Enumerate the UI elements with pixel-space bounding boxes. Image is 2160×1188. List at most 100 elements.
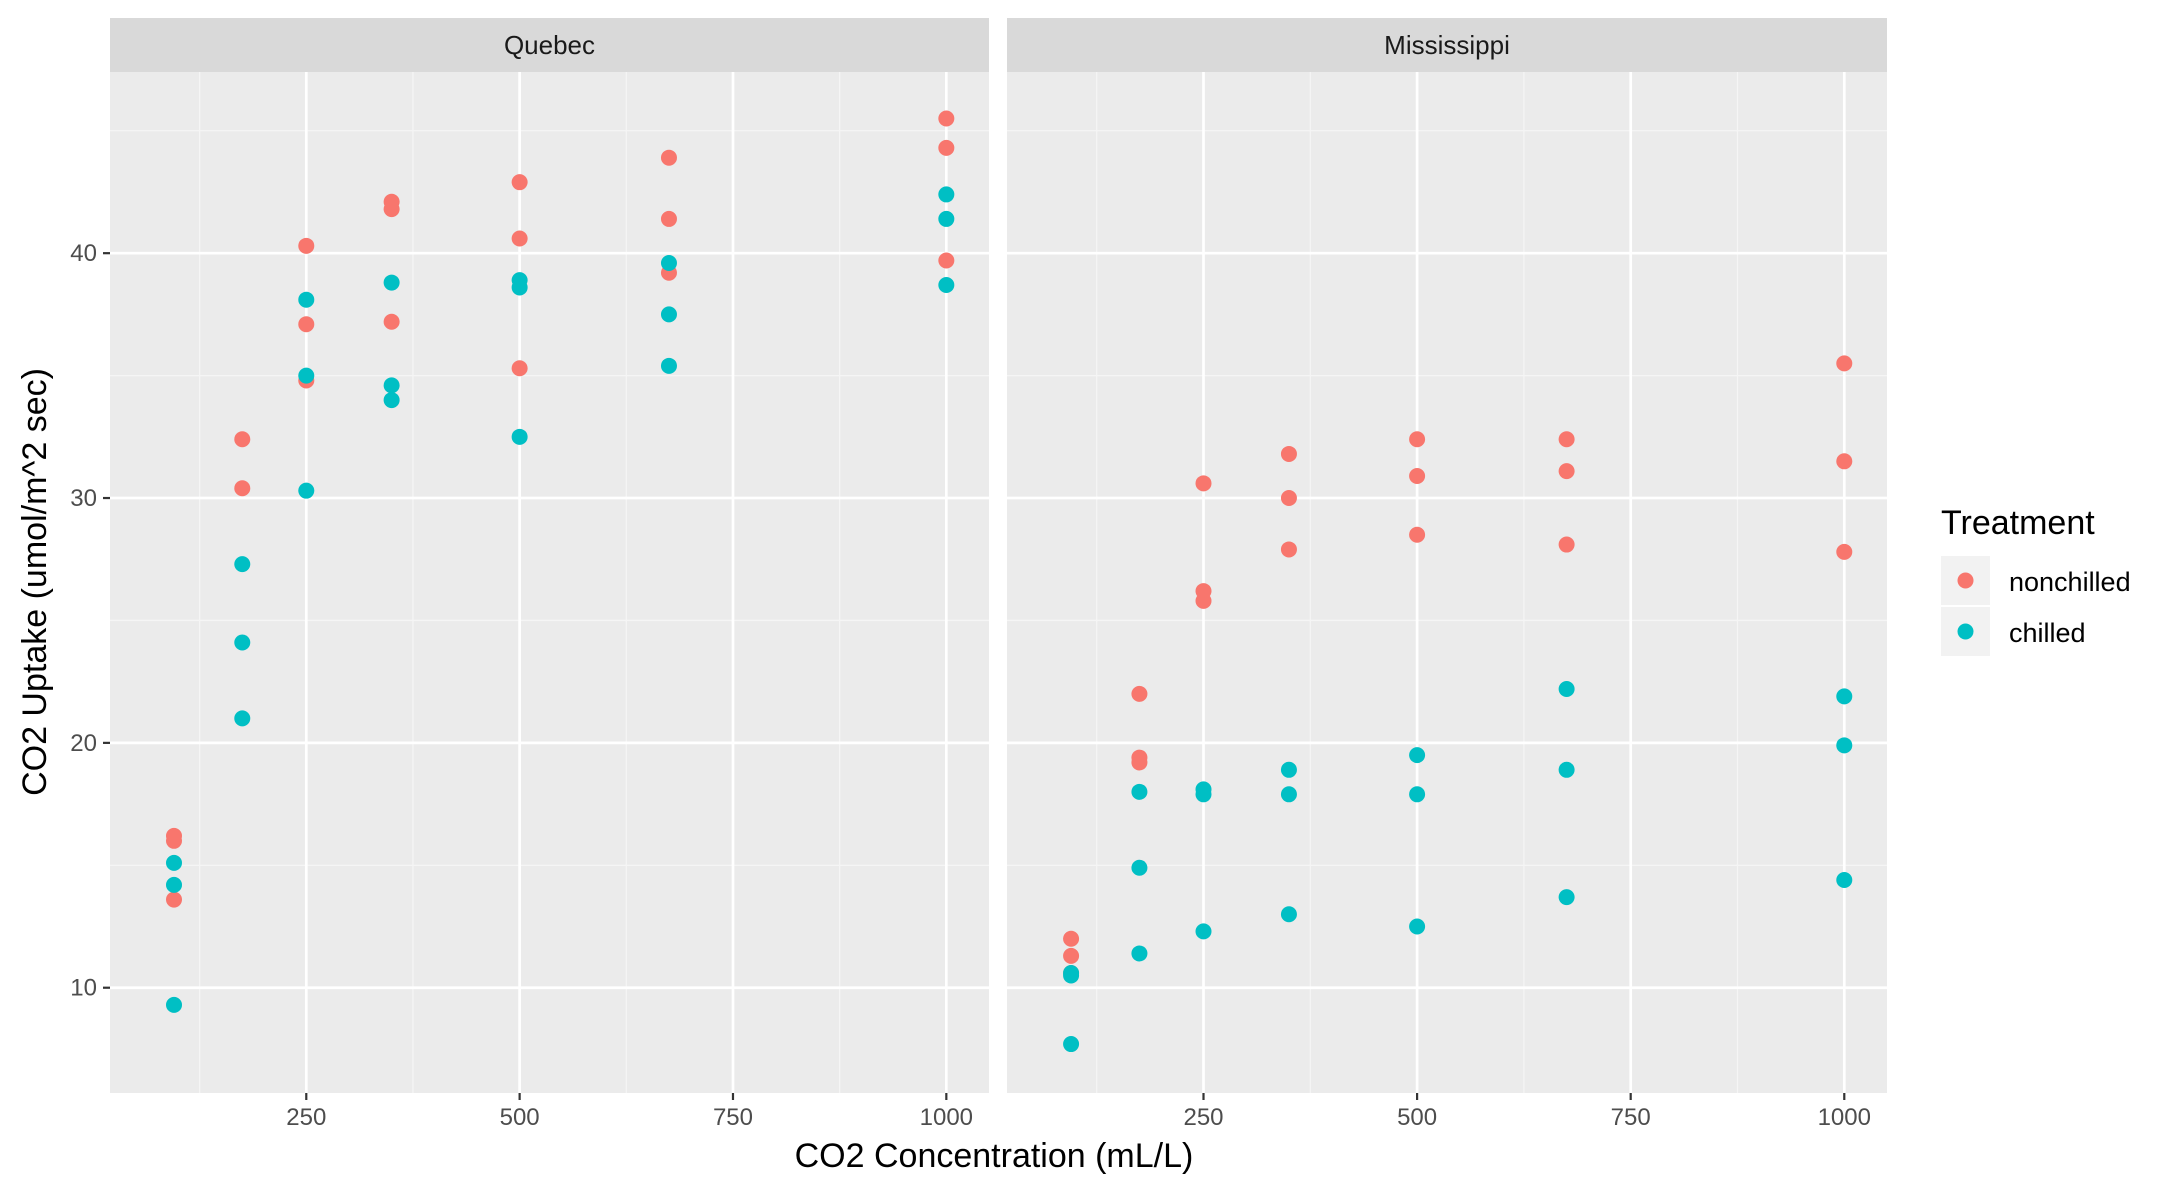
y-tick-label: 40: [70, 240, 97, 267]
facet-strip: [1007, 18, 1887, 72]
data-point-nonchilled: [660, 210, 677, 227]
data-point-chilled: [383, 274, 400, 291]
facet-panels: Quebec 250 500 750 1000 10 20 30 40 Mississippi 25…: [70, 18, 1887, 1131]
data-point-nonchilled: [1280, 490, 1297, 507]
data-point-chilled: [938, 186, 955, 203]
data-point-chilled: [511, 428, 528, 445]
data-point-nonchilled: [234, 431, 251, 448]
data-point-chilled: [1558, 681, 1575, 698]
data-point-chilled: [1558, 889, 1575, 906]
data-point-nonchilled: [1131, 685, 1148, 702]
facet-strip: [110, 18, 989, 72]
y-tick-label: 10: [70, 975, 97, 1002]
data-point-chilled: [660, 254, 677, 271]
data-point-nonchilled: [1195, 475, 1212, 492]
data-point-nonchilled: [938, 139, 955, 156]
data-point-chilled: [166, 876, 183, 893]
data-point-chilled: [234, 710, 251, 727]
x-tick-label: 250: [1183, 1104, 1223, 1131]
data-point-nonchilled: [1836, 453, 1853, 470]
data-point-chilled: [1409, 786, 1426, 803]
data-point-chilled: [938, 277, 955, 294]
data-point-nonchilled: [1558, 536, 1575, 553]
data-point-chilled: [938, 210, 955, 227]
data-point-chilled: [1195, 781, 1212, 798]
x-tick-label: 500: [500, 1104, 540, 1131]
data-point-nonchilled: [938, 110, 955, 127]
legend-label-chilled: chilled: [2009, 618, 2086, 648]
x-tick-label: 1000: [1818, 1104, 1871, 1131]
data-point-chilled: [234, 634, 251, 651]
data-point-nonchilled: [1131, 749, 1148, 766]
data-point-nonchilled: [166, 891, 183, 908]
x-tick-label: 750: [1611, 1104, 1651, 1131]
data-point-chilled: [511, 272, 528, 289]
facet-strip-label: Quebec: [504, 30, 595, 60]
data-point-nonchilled: [1409, 467, 1426, 484]
data-point-chilled: [1280, 786, 1297, 803]
data-point-nonchilled: [383, 313, 400, 330]
panel-background: [1007, 72, 1887, 1093]
data-point-nonchilled: [1063, 930, 1080, 947]
data-point-nonchilled: [1063, 947, 1080, 964]
facet-strip-label: Mississippi: [1384, 30, 1510, 60]
data-point-nonchilled: [298, 237, 315, 254]
data-point-chilled: [383, 392, 400, 409]
data-point-chilled: [298, 367, 315, 384]
data-point-chilled: [660, 357, 677, 374]
data-point-nonchilled: [1280, 445, 1297, 462]
data-point-nonchilled: [1409, 431, 1426, 448]
data-point-nonchilled: [511, 174, 528, 191]
data-point-chilled: [660, 306, 677, 323]
data-point-nonchilled: [1195, 592, 1212, 609]
data-point-nonchilled: [1280, 541, 1297, 558]
x-tick-label: 250: [286, 1104, 326, 1131]
data-point-chilled: [166, 996, 183, 1013]
data-point-chilled: [383, 377, 400, 394]
facet-panel-0: Quebec 250 500 750 1000 10 20 30 40: [70, 18, 989, 1131]
data-point-nonchilled: [166, 827, 183, 844]
legend-point-nonchilled: [1957, 572, 1974, 589]
legend: Treatment nonchilled chilled: [1941, 504, 2131, 656]
data-point-nonchilled: [1409, 526, 1426, 543]
data-point-nonchilled: [1558, 431, 1575, 448]
x-axis-title: CO2 Concentration (mL/L): [795, 1137, 1194, 1175]
panel-background: [110, 72, 989, 1093]
x-tick-label: 750: [713, 1104, 753, 1131]
data-point-nonchilled: [511, 230, 528, 247]
data-point-nonchilled: [1836, 543, 1853, 560]
y-tick-label: 20: [70, 730, 97, 757]
legend-point-chilled: [1957, 623, 1974, 640]
data-point-chilled: [1280, 761, 1297, 778]
data-point-nonchilled: [234, 480, 251, 497]
legend-label-nonchilled: nonchilled: [2009, 567, 2131, 597]
data-point-nonchilled: [660, 149, 677, 166]
data-point-chilled: [166, 854, 183, 871]
data-point-nonchilled: [511, 360, 528, 377]
y-axis-title: CO2 Uptake (umol/m^2 sec): [16, 368, 54, 796]
legend-title: Treatment: [1941, 504, 2095, 542]
y-tick-label: 30: [70, 485, 97, 512]
data-point-chilled: [1131, 783, 1148, 800]
data-point-chilled: [1195, 923, 1212, 940]
data-point-chilled: [1063, 1036, 1080, 1053]
data-point-nonchilled: [383, 193, 400, 210]
data-point-chilled: [1280, 906, 1297, 923]
data-point-chilled: [298, 482, 315, 499]
x-tick-label: 1000: [920, 1104, 973, 1131]
data-point-chilled: [1063, 967, 1080, 984]
data-point-nonchilled: [938, 252, 955, 269]
data-point-chilled: [1836, 737, 1853, 754]
data-point-chilled: [1836, 871, 1853, 888]
facet-panel-1: Mississippi 250 500 750 1000: [1007, 18, 1887, 1131]
data-point-nonchilled: [298, 316, 315, 333]
data-point-chilled: [1836, 688, 1853, 705]
data-point-chilled: [1409, 747, 1426, 764]
data-point-nonchilled: [1558, 463, 1575, 480]
data-point-chilled: [298, 291, 315, 308]
x-tick-label: 500: [1397, 1104, 1437, 1131]
data-point-nonchilled: [1836, 355, 1853, 372]
data-point-chilled: [1558, 761, 1575, 778]
data-point-chilled: [1131, 945, 1148, 962]
